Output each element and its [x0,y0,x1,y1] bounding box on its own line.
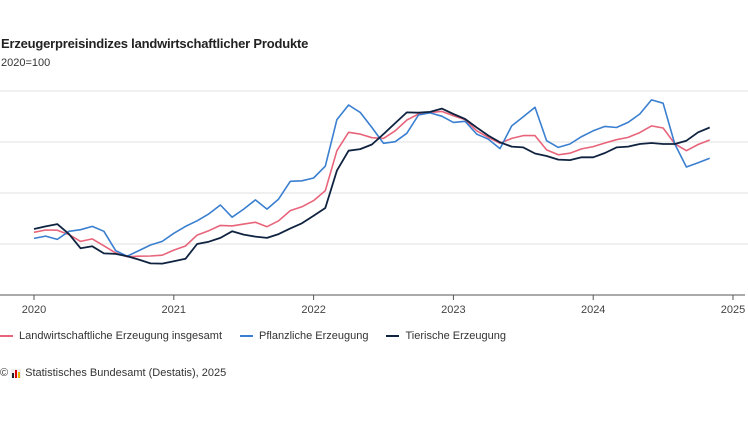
series-line-2 [33,107,711,265]
x-tick-label: 2025 [721,304,745,316]
x-tick-label: 2021 [162,304,186,316]
source-text: Statistisches Bundesamt (Destatis), 2025 [25,367,227,379]
legend-swatch [240,335,254,337]
legend-swatch [386,335,400,337]
source-note: © Statistisches Bundesamt (Destatis), 20… [0,367,226,379]
destatis-logo-icon [11,368,22,378]
legend-swatch [0,335,13,337]
line-chart: 2020 2021 2022 2023 2024 2025 [0,90,748,316]
x-tick-label: 2022 [301,304,325,316]
x-tick-label: 2024 [581,304,605,316]
copyright-icon: © [0,367,9,379]
x-tick-label: 2020 [22,304,46,316]
legend-label: Tierische Erzeugung [405,330,506,342]
series-line-1 [33,99,710,257]
chart-subtitle: 2020=100 [1,57,51,69]
legend-item-total[interactable]: Landwirtschaftliche Erzeugung insgesamt [0,330,222,342]
legend-label: Landwirtschaftliche Erzeugung insgesamt [19,330,223,342]
chart-title: Erzeugerpreisindizes landwirtschaftliche… [1,36,309,51]
legend-item-animal[interactable]: Tierische Erzeugung [386,330,506,342]
legend: Landwirtschaftliche Erzeugung insgesamt … [0,330,524,342]
legend-item-plant[interactable]: Pflanzliche Erzeugung [240,330,368,342]
legend-label: Pflanzliche Erzeugung [259,330,369,342]
x-tick-label: 2023 [441,304,465,316]
series-line-0 [33,110,710,258]
